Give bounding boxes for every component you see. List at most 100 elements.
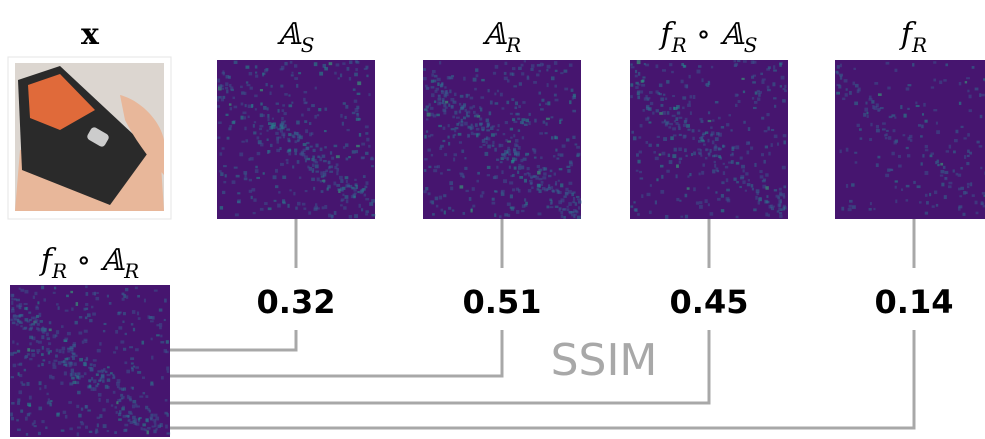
heatmap-pixel bbox=[29, 358, 32, 360]
heatmap-pixel bbox=[291, 102, 293, 104]
heatmap-pixel bbox=[522, 204, 526, 208]
heatmap-pixel bbox=[573, 209, 576, 213]
heatmap-pixel bbox=[685, 155, 687, 157]
heatmap-pixel bbox=[426, 105, 429, 108]
heatmap-pixel bbox=[432, 70, 436, 73]
heatmap-pixel bbox=[473, 133, 476, 135]
heatmap-pixel bbox=[324, 67, 328, 70]
heatmap-pixel bbox=[758, 201, 760, 205]
heatmap-pixel bbox=[783, 88, 786, 90]
heatmap-pixel bbox=[69, 363, 72, 367]
heatmap-pixel bbox=[959, 82, 961, 85]
heatmap-pixel bbox=[153, 430, 156, 434]
heatmap-pixel bbox=[219, 170, 222, 172]
heatmap-pixel bbox=[430, 200, 433, 203]
heatmap-pixel bbox=[705, 199, 708, 203]
heatmap-pixel bbox=[343, 102, 346, 105]
heatmap-pixel bbox=[223, 181, 226, 183]
heatmap-pixel bbox=[17, 401, 20, 405]
heatmap-pixel bbox=[255, 75, 258, 78]
heatmap-pixel bbox=[315, 87, 317, 90]
heatmap-pixel bbox=[735, 104, 737, 107]
heatmap-pixel bbox=[672, 115, 676, 117]
heatmap-pixel bbox=[289, 189, 291, 191]
heatmap-pixel bbox=[979, 93, 981, 97]
heatmap-pixel bbox=[327, 188, 329, 191]
heatmap-pixel bbox=[473, 78, 477, 82]
heatmap-pixel bbox=[696, 201, 699, 204]
heatmap-pixel bbox=[631, 66, 635, 68]
heatmap-pixel bbox=[37, 328, 40, 331]
heatmap-pixel bbox=[114, 431, 117, 434]
heatmap-pixel bbox=[49, 329, 52, 332]
heatmap-pixel bbox=[71, 307, 73, 310]
label-subscript: R bbox=[123, 259, 139, 283]
heatmap-pixel bbox=[461, 150, 464, 153]
heatmap-pixel bbox=[846, 184, 848, 188]
heatmap-pixel bbox=[715, 101, 719, 103]
heatmap-pixel bbox=[480, 195, 483, 198]
heatmap-pixel bbox=[563, 196, 566, 198]
heatmap-pixel bbox=[554, 61, 557, 65]
heatmap-pixel bbox=[75, 373, 77, 376]
heatmap-pixel bbox=[105, 385, 108, 389]
heatmap-pixel bbox=[156, 324, 159, 326]
heatmap-pixel bbox=[939, 81, 942, 85]
heatmap-pixel bbox=[551, 76, 555, 80]
heatmap-pixel bbox=[783, 185, 786, 188]
heatmap-pixel bbox=[359, 133, 361, 137]
heatmap-pixel bbox=[639, 151, 642, 154]
heatmap-pixel bbox=[164, 319, 166, 321]
heatmap-pixel bbox=[540, 156, 543, 159]
panel-label: 𝔸R bbox=[482, 17, 521, 57]
heatmap-pixel bbox=[487, 174, 490, 176]
heatmap-pixel bbox=[438, 98, 442, 101]
heatmap-pixel bbox=[885, 174, 889, 177]
label-subscript: S bbox=[744, 33, 758, 57]
heatmap-pixel bbox=[424, 108, 428, 110]
heatmap-pixel bbox=[259, 125, 263, 127]
heatmap-pixel bbox=[244, 116, 246, 119]
heatmap-pixel bbox=[670, 136, 674, 140]
heatmap-pixel bbox=[324, 108, 327, 111]
heatmap-pixel bbox=[87, 313, 91, 317]
heatmap-pixel bbox=[512, 157, 515, 161]
heatmap-pixel bbox=[637, 95, 640, 99]
heatmap-pixel bbox=[107, 295, 109, 298]
heatmap-pixel bbox=[125, 288, 128, 291]
heatmap-pixel bbox=[144, 299, 146, 303]
heatmap-pixel bbox=[681, 80, 684, 84]
heatmap-pixel bbox=[953, 169, 955, 172]
heatmap-pixel bbox=[434, 166, 438, 169]
heatmap-pixel bbox=[679, 158, 682, 161]
heatmap-pixel bbox=[278, 109, 280, 113]
heatmap-pixel bbox=[652, 112, 654, 115]
heatmap-pixel bbox=[423, 190, 426, 193]
label-subscript: R bbox=[505, 33, 521, 57]
heatmap-pixel bbox=[712, 155, 715, 157]
heatmap-pixel bbox=[650, 102, 653, 105]
heatmap-pixel bbox=[767, 126, 769, 130]
heatmap-pixel bbox=[41, 353, 44, 356]
heatmap-pixel bbox=[89, 384, 91, 387]
heatmap-pixel bbox=[544, 167, 548, 170]
heatmap-pixel bbox=[253, 131, 256, 134]
heatmap-pixel bbox=[365, 198, 369, 200]
heatmap-pixel bbox=[313, 187, 315, 190]
heatmap-pixel bbox=[75, 355, 78, 357]
heatmap-pixel bbox=[103, 424, 107, 428]
heatmap-bg bbox=[10, 285, 170, 437]
heatmap-pixel bbox=[119, 410, 122, 414]
heatmap-pixel bbox=[782, 166, 786, 170]
heatmap-pixel bbox=[479, 123, 482, 126]
heatmap-pixel bbox=[542, 63, 544, 65]
heatmap-pixel bbox=[712, 119, 714, 121]
heatmap-pixel bbox=[539, 132, 543, 134]
heatmap-pixel bbox=[268, 122, 272, 125]
heatmap-pixel bbox=[488, 89, 490, 92]
heatmap-pixel bbox=[315, 203, 317, 206]
heatmap-pixel bbox=[636, 170, 639, 172]
heatmap-pixel bbox=[674, 107, 678, 110]
heatmap-pixel bbox=[925, 212, 928, 215]
heatmap-pixel bbox=[641, 84, 645, 87]
